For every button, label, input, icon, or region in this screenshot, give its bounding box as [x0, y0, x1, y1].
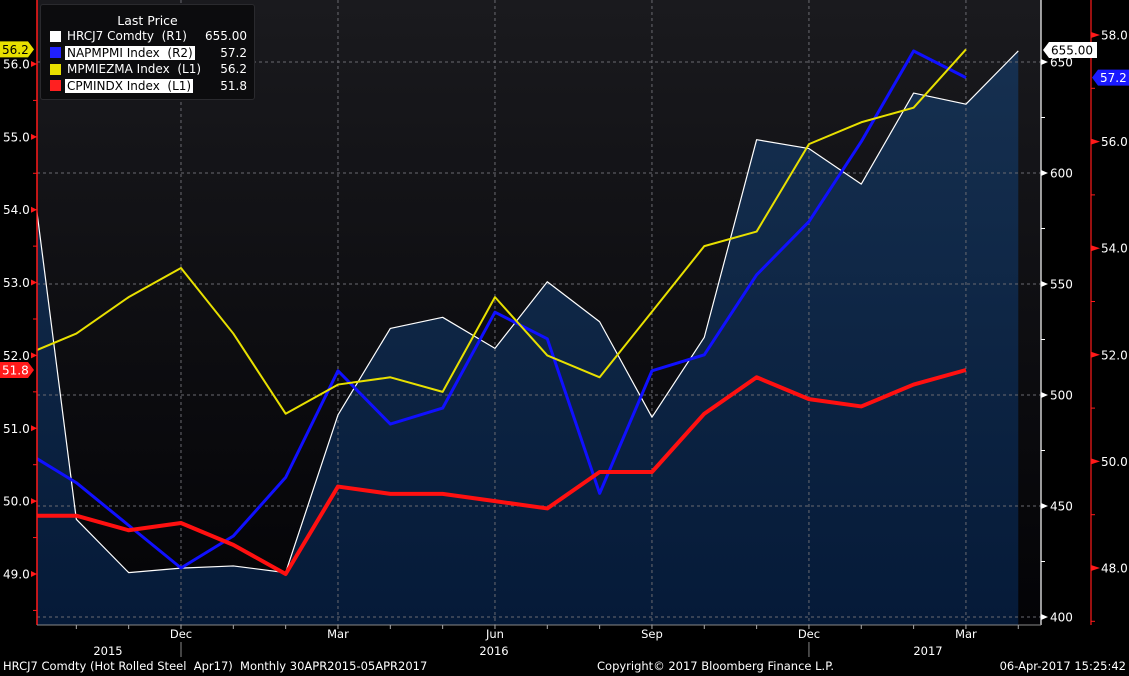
- footer-timestamp: 06-Apr-2017 15:25:42: [999, 659, 1126, 673]
- legend-swatch: [50, 80, 61, 92]
- x-tick-label: Dec: [798, 627, 820, 641]
- r2-tick-marker: [1091, 565, 1100, 571]
- legend-item: HRCJ7 Comdty (R1) 655.00: [41, 28, 254, 45]
- l1-tick-label: 51.0: [3, 422, 30, 436]
- legend-label: CPMINDX Index (L1): [65, 78, 194, 93]
- year-label: 2016: [479, 644, 508, 658]
- tag-napmpmi-shape: [1092, 69, 1129, 86]
- r2-tick-marker: [1091, 458, 1100, 465]
- l1-tick-marker: [31, 133, 37, 140]
- x-tick-label: Dec: [170, 627, 192, 641]
- tag-mpmiezma-shape: [0, 41, 34, 58]
- r2-tick-marker: [1091, 245, 1100, 252]
- legend-label: HRCJ7 Comdty (R1): [67, 29, 187, 44]
- r2-tick-label: 58.0: [1101, 29, 1128, 43]
- r2-tick-label: 50.0: [1101, 455, 1128, 469]
- legend-swatch: [50, 30, 61, 42]
- r1-tick-label: 550: [1050, 278, 1073, 292]
- l1-tick-marker: [31, 571, 37, 577]
- r1-tick-label: 600: [1050, 167, 1073, 181]
- l1-tick-label: 50.0: [3, 495, 30, 509]
- legend-value: 51.8: [220, 78, 247, 93]
- l1-tick-label: 52.0: [3, 349, 30, 363]
- footer-security: HRCJ7 Comdty (Hot Rolled Steel Apr17) Mo…: [3, 659, 428, 673]
- r2-tick-marker: [1091, 32, 1100, 38]
- l1-tick-marker: [31, 206, 37, 213]
- l1-tick-label: 53.0: [3, 276, 30, 290]
- legend-item: MPMIEZMA Index (L1) 56.2: [41, 61, 254, 78]
- legend-label: MPMIEZMA Index (L1): [67, 62, 202, 77]
- x-tick-label: Mar: [955, 627, 977, 641]
- tag-napmpmi: 57.2: [1092, 69, 1129, 86]
- r1-tick-label: 400: [1050, 611, 1073, 625]
- legend-item: CPMINDX Index (L1) 51.8: [41, 78, 254, 95]
- r2-tick-label: 56.0: [1101, 135, 1128, 149]
- tag-napmpmi-label: 57.2: [1100, 71, 1127, 85]
- r1-tick-marker: [1041, 281, 1048, 287]
- l1-tick-label: 49.0: [3, 568, 30, 582]
- legend-value: 56.2: [220, 62, 247, 77]
- legend-label: NAPMPMI Index (R2): [65, 45, 195, 60]
- x-tick-label: Mar: [327, 627, 349, 641]
- tag-cpmindx-label: 51.8: [2, 363, 29, 377]
- year-label: 2017: [913, 644, 942, 658]
- r2-tick-marker: [1091, 138, 1100, 145]
- tag-cpmindx-shape: [0, 361, 34, 378]
- legend-swatch: [50, 63, 61, 75]
- x-tick-label: Jun: [485, 627, 504, 641]
- series-line-hrcj7: [37, 50, 1019, 574]
- hrc-area-fill: [37, 50, 1019, 625]
- r1-tick-label: 500: [1050, 389, 1073, 403]
- r2-tick-marker: [1091, 351, 1100, 358]
- plot-area: [37, 0, 1041, 625]
- legend-value: 57.2: [220, 45, 247, 60]
- r1-tick-marker: [1041, 59, 1048, 65]
- tag-hrcj7: 655.00: [1043, 42, 1097, 58]
- legend-item: NAPMPMI Index (R2) 57.2: [41, 45, 254, 62]
- x-tick-label: Sep: [641, 627, 663, 641]
- legend-value: 655.00: [205, 29, 247, 44]
- tag-cpmindx: 51.8: [0, 361, 34, 378]
- legend: Last Price HRCJ7 Comdty (R1) 655.00 NAPM…: [40, 4, 255, 100]
- tag-hrcj7-shape: [1043, 42, 1097, 58]
- legend-title: Last Price: [117, 13, 178, 28]
- tag-mpmiezma-label: 56.2: [2, 43, 29, 57]
- l1-tick-marker: [31, 352, 37, 359]
- r1-tick-marker: [1041, 503, 1048, 509]
- r1-tick-label: 450: [1050, 500, 1073, 514]
- l1-tick-marker: [31, 60, 37, 67]
- r1-tick-marker: [1041, 170, 1048, 176]
- l1-tick-marker: [31, 279, 37, 286]
- l1-tick-label: 54.0: [3, 203, 30, 217]
- r2-tick-label: 48.0: [1101, 562, 1128, 576]
- l1-tick-marker: [31, 425, 37, 432]
- r1-tick-marker: [1041, 392, 1048, 398]
- r1-tick-marker: [1041, 614, 1048, 620]
- footer-copyright: Copyright© 2017 Bloomberg Finance L.P.: [597, 659, 834, 673]
- r1-tick-label: 650: [1050, 56, 1073, 70]
- l1-tick-label: 55.0: [3, 130, 30, 144]
- year-label: 2015: [93, 644, 122, 658]
- l1-tick-label: 56.0: [3, 57, 30, 71]
- legend-swatch: [50, 47, 61, 59]
- l1-tick-marker: [31, 498, 37, 505]
- r2-tick-label: 54.0: [1101, 242, 1128, 256]
- r2-tick-label: 52.0: [1101, 348, 1128, 362]
- tag-hrcj7-label: 655.00: [1051, 44, 1093, 58]
- tag-mpmiezma: 56.2: [0, 41, 34, 58]
